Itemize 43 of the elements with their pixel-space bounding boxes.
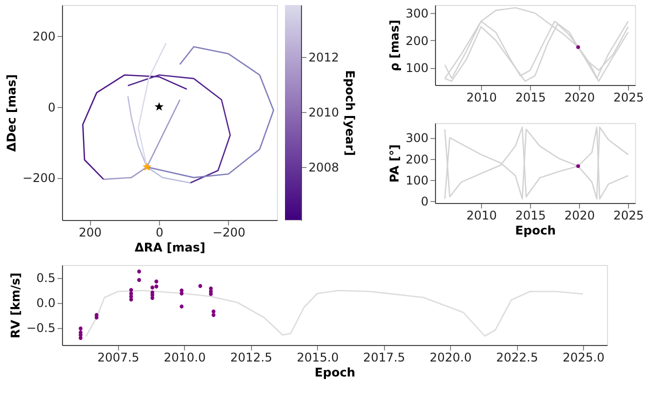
x-tick-label: 2010 <box>466 208 497 222</box>
y-tick-label: 300 <box>406 131 428 146</box>
x-tick-label: 2022.5 <box>496 350 538 364</box>
x-tick-label: 0 <box>156 226 164 240</box>
y-tick-label: 200 <box>406 34 428 48</box>
y-tick-label: 0 <box>420 194 428 208</box>
x-tick-label: 2025.0 <box>562 350 605 364</box>
x-axis-title: ΔRA [mas] <box>134 240 206 254</box>
color-bar-label: 2012 <box>308 50 340 65</box>
y-tick-label: 100 <box>406 173 428 188</box>
y-tick-label: 100 <box>406 61 428 76</box>
x-tick-label: 2025 <box>613 208 644 222</box>
x-tick-label: 2017.5 <box>363 350 406 364</box>
x-tick-label: 2015 <box>515 208 546 222</box>
y-tick-label: 0.0 <box>36 296 56 310</box>
y-tick-label: 300 <box>406 6 428 21</box>
x-axis-title: Epoch <box>314 366 356 380</box>
y-tick-label: 200 <box>32 30 56 44</box>
x-tick-label: 2020 <box>564 90 595 104</box>
x-tick-label: 2015 <box>515 90 546 104</box>
x-tick-label: 2012.5 <box>230 350 272 364</box>
color-bar-label: 2010 <box>308 106 340 120</box>
x-tick-label: 2020 <box>564 208 595 222</box>
y-axis-title: RV [km/s] <box>8 272 22 338</box>
x-tick-label: 200 <box>78 226 102 240</box>
x-tick-label: 2025 <box>613 90 644 104</box>
y-tick-label: −0.5 <box>26 321 56 335</box>
x-tick-label: 2007.5 <box>97 350 140 364</box>
y-tick-label: 0.5 <box>36 271 56 285</box>
y-tick-label: −200 <box>22 171 56 186</box>
y-tick-label: 200 <box>406 152 428 166</box>
x-tick-label: −200 <box>212 226 246 240</box>
x-axis-title: Epoch <box>515 224 556 238</box>
x-tick-label: 2010 <box>466 90 497 104</box>
y-axis-title: PA [°] <box>388 144 402 183</box>
y-axis-title: ΔDec [mas] <box>4 74 19 152</box>
x-tick-label: 2010.0 <box>164 350 206 364</box>
y-tick-label: 0 <box>48 100 56 114</box>
x-tick-label: 2015.0 <box>296 350 339 364</box>
y-axis-title: ρ [mas] <box>388 20 402 72</box>
color-bar-title: Epoch [year] <box>343 70 358 156</box>
color-bar-label: 2008 <box>308 160 340 175</box>
x-tick-label: 2020.0 <box>430 350 472 364</box>
